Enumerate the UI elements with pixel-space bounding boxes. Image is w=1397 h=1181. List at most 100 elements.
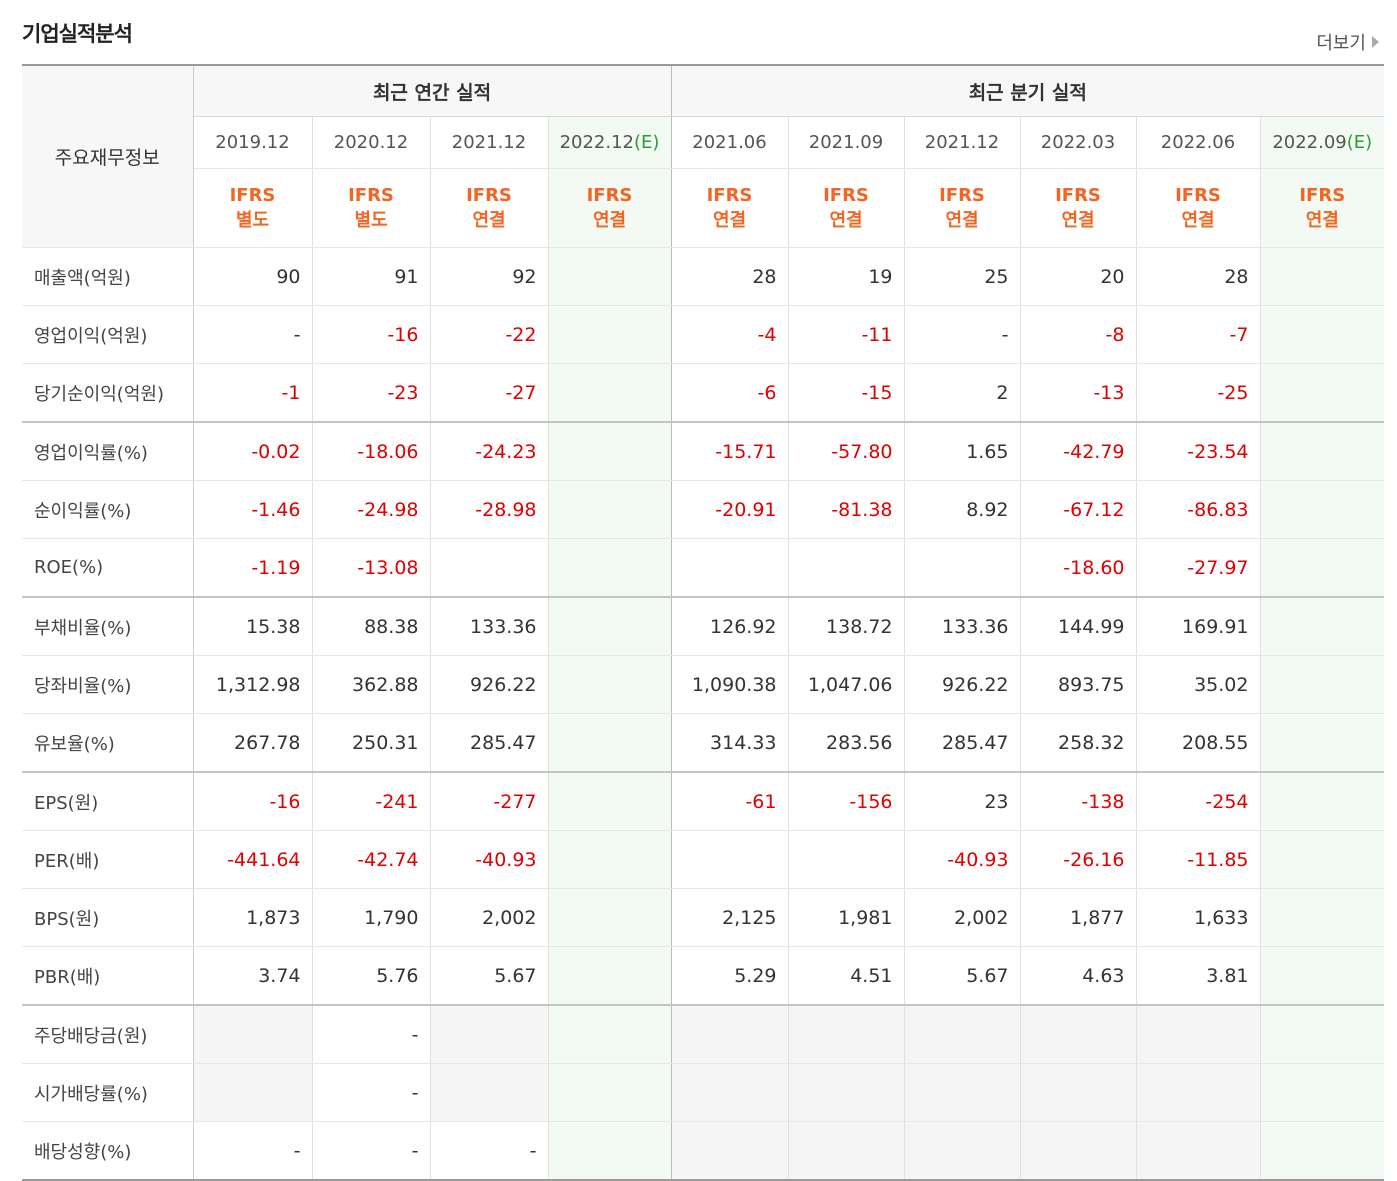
- date-text: 2022.06: [1160, 132, 1236, 153]
- section-title: 기업실적분석: [22, 22, 133, 46]
- value-cell: 169.91: [1135, 596, 1260, 656]
- value-cell: 5.67: [429, 946, 548, 1006]
- value-cell: -22: [429, 305, 548, 364]
- standard-text: IFRS: [586, 185, 633, 206]
- data-row: BPS(원) 1,873 1,790 2,002 2,125 1,981 2,002 1,87…: [22, 888, 1385, 947]
- more-text[interactable]: 더보기: [1316, 33, 1366, 54]
- row-label: ROE(%): [22, 538, 194, 598]
- value-cell: -15: [787, 363, 904, 423]
- value-cell: 893.75: [1019, 655, 1136, 714]
- row-label: 유보율(%): [22, 713, 194, 773]
- value-cell: [670, 538, 788, 598]
- standard-text: 연결: [592, 210, 627, 231]
- value-cell: 144.99: [1019, 596, 1136, 656]
- value-cell: [670, 1004, 788, 1064]
- date-text: 2022.03: [1040, 132, 1116, 153]
- value-cell: 138.72: [787, 596, 904, 656]
- value-cell: -13.08: [311, 538, 430, 598]
- value-cell: -23: [311, 363, 430, 423]
- value-cell: [1259, 713, 1385, 773]
- date-text: 2020.12: [333, 132, 409, 153]
- value-cell: 88.38: [311, 596, 430, 656]
- row-label: 시가배당률(%): [22, 1063, 194, 1122]
- value-cell: 3.81: [1135, 946, 1260, 1006]
- data-row: 순이익률(%) -1.46 -24.98 -28.98 -20.91 -81.38 8.92…: [22, 480, 1385, 539]
- value-cell: 285.47: [429, 713, 548, 773]
- data-row: 배당성향(%) - - -: [22, 1121, 1385, 1181]
- value-cell: 1,873: [192, 888, 312, 947]
- value-cell: 15.38: [192, 596, 312, 656]
- value-cell: [903, 1063, 1020, 1122]
- row-label: 부채비율(%): [22, 596, 194, 656]
- value-cell: [547, 1004, 671, 1064]
- row-label: EPS(원): [22, 771, 194, 831]
- value-cell: -23.54: [1135, 421, 1260, 481]
- value-cell: [1135, 1063, 1260, 1122]
- value-cell: 28: [670, 247, 788, 306]
- row-label: 주당배당금(원): [22, 1004, 194, 1064]
- value-cell: -61: [670, 771, 788, 831]
- value-cell: [1259, 247, 1385, 306]
- value-cell: -28.98: [429, 480, 548, 539]
- standard-text: 연결: [945, 210, 979, 231]
- value-cell: [1019, 1004, 1136, 1064]
- value-cell: [547, 771, 671, 831]
- data-row: 시가배당률(%) -: [22, 1063, 1385, 1122]
- value-cell: [787, 1063, 904, 1122]
- value-cell: 91: [311, 247, 430, 306]
- value-cell: 2,002: [429, 888, 548, 947]
- standard-text: IFRS: [229, 185, 276, 206]
- data-row: 부채비율(%) 15.38 88.38 133.36 126.92 138.72 133.3…: [22, 596, 1385, 656]
- value-cell: 133.36: [429, 596, 548, 656]
- value-cell: -81.38: [787, 480, 904, 539]
- row-label: 당기순이익(억원): [22, 363, 194, 423]
- standard-text: IFRS: [939, 185, 985, 206]
- standard-text: 연결: [712, 210, 747, 231]
- value-cell: -42.79: [1019, 421, 1136, 481]
- data-row: 영업이익률(%) -0.02 -18.06 -24.23 -15.71 -57.80 1.6…: [22, 421, 1385, 481]
- value-cell: 4.51: [787, 946, 904, 1006]
- more-link[interactable]: 더보기: [1316, 29, 1379, 55]
- value-cell: -: [192, 305, 312, 364]
- standard-row: IFRS 별도 IFRS 별도 IFRS 연결 IFRS 연결 IFRS 연결 IFRS 연결 IFRS…: [22, 168, 1385, 248]
- value-cell: -8: [1019, 305, 1136, 364]
- value-cell: -67.12: [1019, 480, 1136, 539]
- value-cell: -: [192, 1121, 312, 1181]
- value-cell: -11.85: [1135, 830, 1260, 889]
- value-cell: [787, 538, 904, 598]
- date-text: 2021.09: [808, 132, 884, 153]
- value-cell: [192, 1063, 312, 1122]
- value-cell: [787, 1121, 904, 1181]
- value-cell: [787, 830, 904, 889]
- value-cell: -57.80: [787, 421, 904, 481]
- value-cell: 20: [1019, 247, 1136, 306]
- value-cell: -241: [311, 771, 430, 831]
- date-header: 2022.12(E): [547, 116, 671, 169]
- value-cell: -11: [787, 305, 904, 364]
- value-cell: 23: [903, 771, 1020, 831]
- value-cell: -1: [192, 363, 312, 423]
- value-cell: 5.76: [311, 946, 430, 1006]
- value-cell: [547, 888, 671, 947]
- value-cell: -16: [192, 771, 312, 831]
- value-cell: -18.60: [1019, 538, 1136, 598]
- value-cell: 926.22: [429, 655, 548, 714]
- value-cell: -25: [1135, 363, 1260, 423]
- value-cell: -138: [1019, 771, 1136, 831]
- date-text: 2022.09: [1272, 132, 1347, 153]
- value-cell: 926.22: [903, 655, 1020, 714]
- value-cell: [547, 1121, 671, 1181]
- data-row: 매출액(억원) 90 91 92 28 19 25 20 28: [22, 247, 1385, 306]
- value-cell: 4.63: [1019, 946, 1136, 1006]
- standard-header: IFRS 연결: [429, 168, 548, 248]
- value-cell: 1,877: [1019, 888, 1136, 947]
- value-cell: -40.93: [903, 830, 1020, 889]
- value-cell: [547, 305, 671, 364]
- date-header: 2021.06: [670, 116, 788, 169]
- standard-text: 연결: [829, 210, 863, 231]
- estimate-mark: (E): [1346, 132, 1373, 153]
- value-cell: [547, 1063, 671, 1122]
- standard-text: IFRS: [1175, 185, 1221, 206]
- value-cell: -27: [429, 363, 548, 423]
